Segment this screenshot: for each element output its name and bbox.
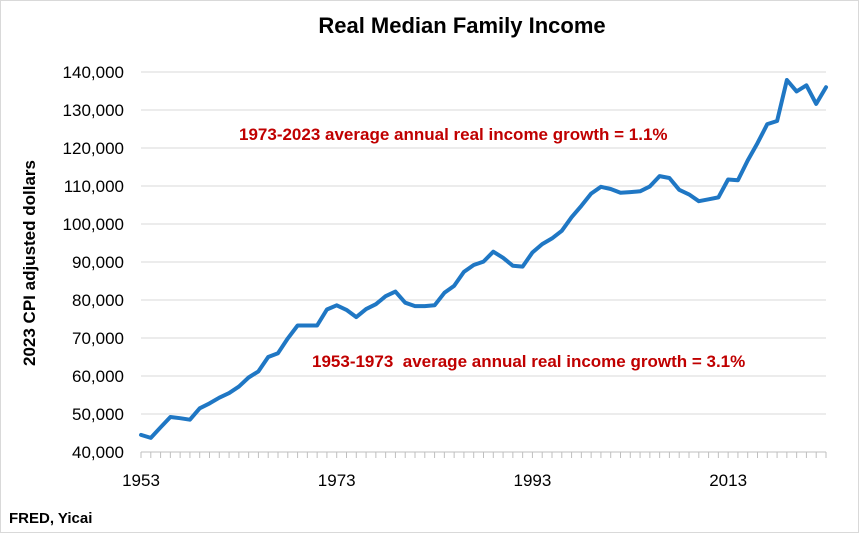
annotation-1973-2023: 1973-2023 average annual real income gro… (239, 125, 668, 144)
x-tick-label: 1993 (514, 471, 552, 490)
source-note: FRED, Yicai (9, 510, 92, 527)
y-tick-label: 100,000 (63, 215, 124, 234)
x-axis-tick-labels: 1953 1973 1993 2013 (122, 471, 747, 490)
x-tick-label: 1973 (318, 471, 356, 490)
y-tick-label: 50,000 (72, 405, 124, 424)
chart-title: Real Median Family Income (318, 13, 605, 38)
y-tick-label: 130,000 (63, 101, 124, 120)
y-tick-label: 110,000 (64, 177, 124, 196)
y-axis-tick-labels: 40,000 50,000 60,000 70,000 80,000 90,000 100,… (63, 63, 124, 462)
x-tick-label: 2013 (709, 471, 747, 490)
x-tick-label: 1953 (122, 471, 160, 490)
y-tick-label: 70,000 (72, 329, 124, 348)
y-tick-label: 40,000 (72, 443, 124, 462)
y-tick-label: 140,000 (63, 63, 124, 82)
x-axis (140, 451, 827, 458)
y-tick-label: 90,000 (72, 253, 124, 272)
y-tick-label: 80,000 (72, 291, 124, 310)
y-tick-label: 60,000 (72, 367, 124, 386)
series-line (139, 78, 828, 440)
y-tick-label: 120,000 (63, 139, 124, 158)
annotation-1953-1973: 1953-1973 average annual real income gro… (312, 352, 745, 371)
y-axis-label: 2023 CPI adjusted dollars (20, 160, 39, 366)
